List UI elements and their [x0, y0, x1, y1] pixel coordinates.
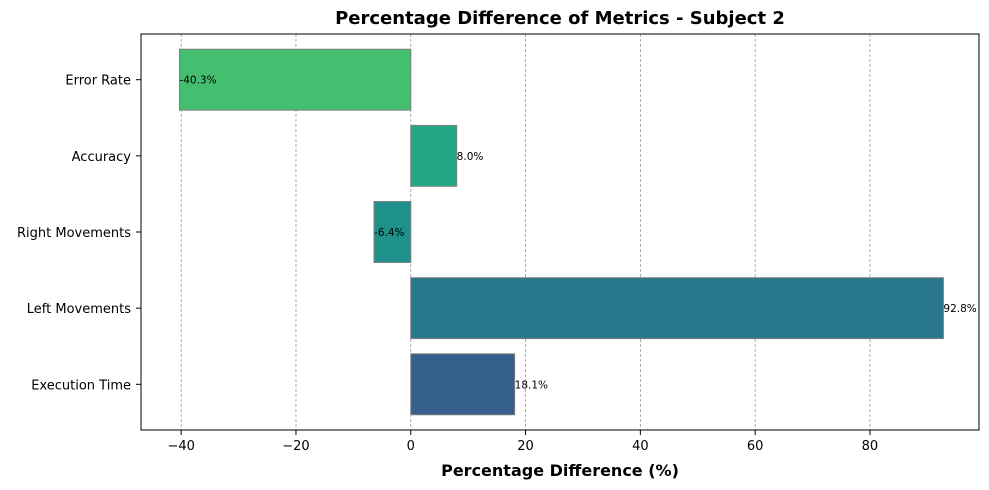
data-label: 8.0% — [457, 151, 484, 163]
x-axis-label: Percentage Difference (%) — [441, 461, 679, 480]
chart-title: Percentage Difference of Metrics - Subje… — [335, 8, 785, 29]
y-tick-label: Left Movements — [27, 302, 131, 317]
data-label: 18.1% — [515, 379, 548, 391]
bar-error-rate — [178, 48, 412, 111]
y-tick-label: Execution Time — [31, 378, 131, 393]
y-tick-label: Accuracy — [72, 150, 132, 165]
data-label: 92.8% — [943, 303, 976, 315]
bar-right-movements — [373, 201, 412, 263]
x-tick-label: −40 — [167, 439, 194, 454]
bar-execution-time — [410, 353, 516, 416]
y-tick-label: Error Rate — [65, 74, 131, 89]
bar-left-movements — [410, 277, 944, 340]
x-axis-ticks: −40 −20 0 20 40 60 80 — [167, 430, 878, 454]
x-tick-label: 60 — [747, 439, 764, 454]
x-tick-label: 20 — [517, 439, 534, 454]
y-axis-ticks: Execution Time Left Movements Right Moveme… — [17, 74, 141, 393]
x-tick-label: 40 — [632, 439, 649, 454]
x-tick-label: 80 — [862, 439, 879, 454]
bar-accuracy — [410, 124, 458, 187]
x-tick-label: −20 — [282, 439, 309, 454]
y-tick-label: Right Movements — [17, 226, 131, 241]
data-label: -6.4% — [374, 227, 404, 239]
data-labels: 18.1% 92.8% -6.4% 8.0% -40.3% — [179, 75, 976, 392]
bars — [178, 48, 944, 416]
data-label: -40.3% — [179, 75, 216, 87]
x-tick-label: 0 — [407, 439, 415, 454]
